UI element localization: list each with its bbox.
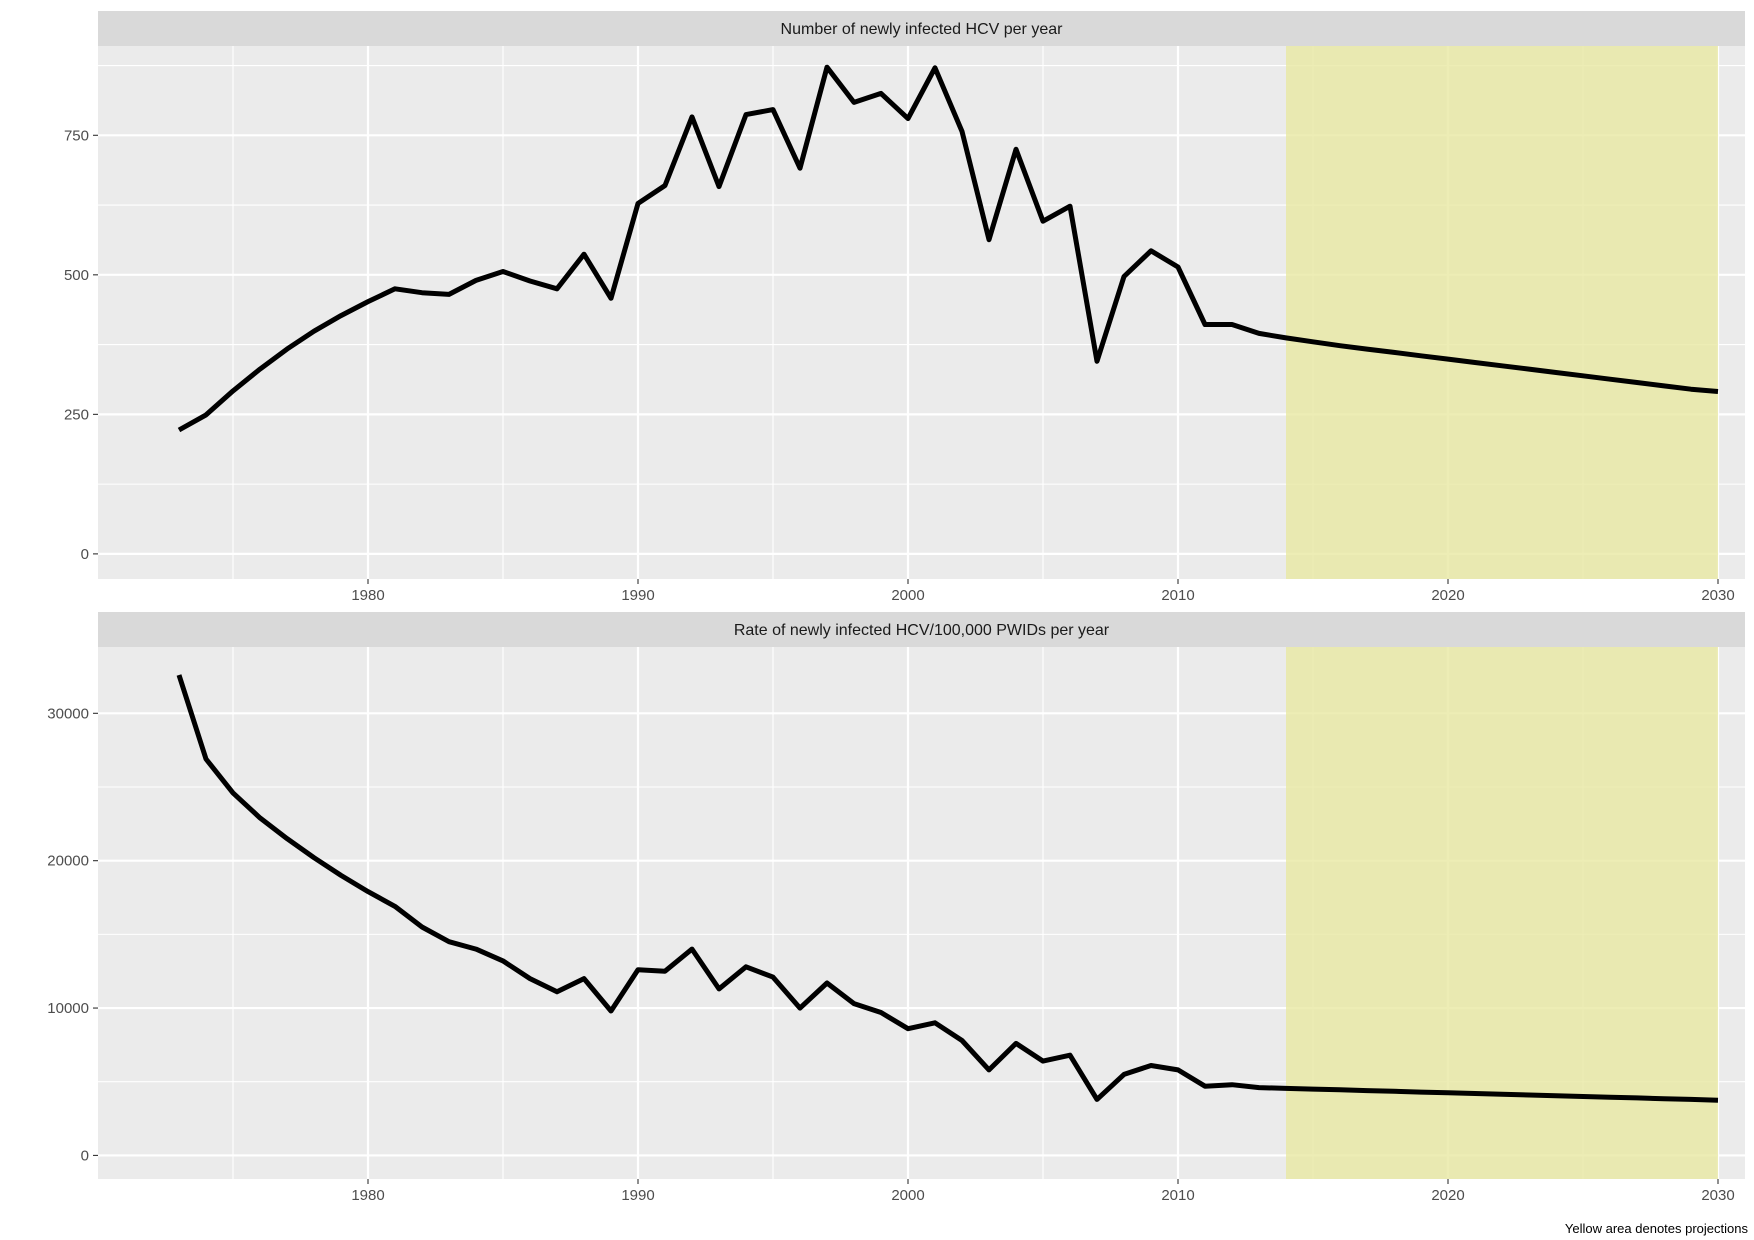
x-tick-label: 2030 [1701, 587, 1734, 604]
y-tick-label: 500 [64, 267, 89, 284]
chart-panels: Number of newly infected HCV per year 0 25… [47, 11, 1745, 1204]
x-tick-label: 1980 [351, 1187, 384, 1204]
x-tick-label: 2020 [1431, 1187, 1464, 1204]
x-tick-label: 1990 [621, 587, 654, 604]
data-series-line [176, 674, 1719, 1103]
chart-caption: Yellow area denotes projections [1565, 1221, 1749, 1236]
y-tick-label: 250 [64, 406, 89, 423]
panel-strip [98, 11, 1745, 46]
y-tick-label: 20000 [47, 853, 89, 870]
x-tick-label: 2000 [891, 587, 924, 604]
x-tick-label: 1980 [351, 587, 384, 604]
panel-1: Number of newly infected HCV per year 0 25… [64, 11, 1745, 604]
data-series-line [177, 64, 1719, 433]
panel-2: Rate of newly infected HCV/100,000 PWIDs… [47, 612, 1745, 1204]
panel-title: Number of newly infected HCV per year [781, 21, 1064, 38]
x-tick-label: 2010 [1161, 1187, 1194, 1204]
y-tick-label: 0 [81, 1147, 89, 1164]
projection-region [1286, 46, 1718, 579]
y-tick-label: 0 [81, 546, 89, 563]
panel-strip [98, 612, 1745, 647]
x-tick-label: 2020 [1431, 587, 1464, 604]
x-tick-label: 2000 [891, 1187, 924, 1204]
y-tick-label: 30000 [47, 705, 89, 722]
x-tick-label: 2010 [1161, 587, 1194, 604]
y-tick-label: 750 [64, 127, 89, 144]
x-tick-label: 1990 [621, 1187, 654, 1204]
y-tick-label: 10000 [47, 1000, 89, 1017]
panel-title: Rate of newly infected HCV/100,000 PWIDs… [734, 622, 1110, 639]
x-tick-label: 2030 [1701, 1187, 1734, 1204]
